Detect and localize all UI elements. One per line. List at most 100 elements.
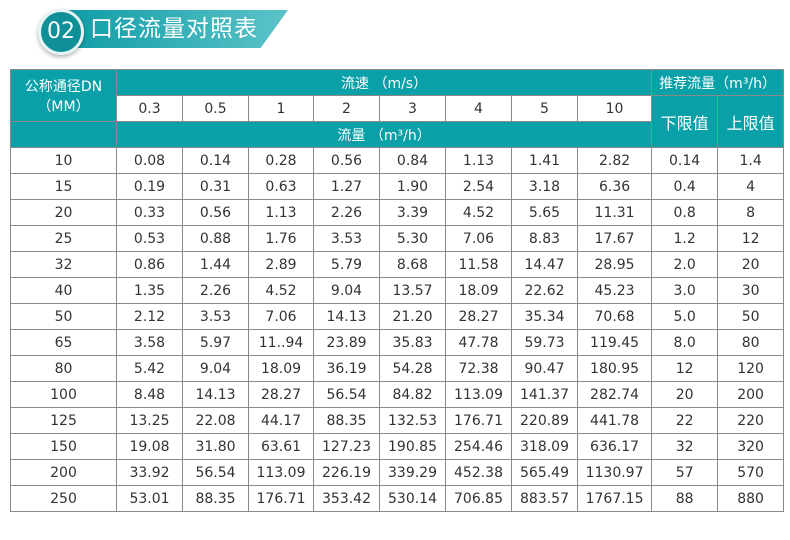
dn-header-line1: 公称通径DN [24,78,103,95]
flow-cell: 1.13 [445,147,512,174]
flow-header: 流量 （m³/h） [115,121,653,148]
flow-cell: 0.14 [182,147,249,174]
flow-cell: 282.74 [576,381,653,408]
flow-cell: 36.19 [313,355,380,382]
lower-limit-cell: 8.0 [651,329,719,356]
flow-cell: 254.46 [445,433,512,460]
upper-limit-cell: 880 [717,485,785,512]
flow-cell: 441.78 [576,407,653,434]
flow-cell: 88.35 [182,485,249,512]
lower-limit-cell: 0.14 [651,147,719,174]
flow-cell: 11..94 [248,329,314,356]
lower-limit-header: 下限值 [651,95,719,148]
flow-cell: 0.19 [116,173,183,200]
table-row: 150 19.08 31.80 63.61 127.23 190.85 254.46 318.… [10,433,785,460]
table-row: 32 0.86 1.44 2.89 5.79 8.68 11.58 14.47 28.95 2.0… [10,251,785,278]
dn-cell: 40 [10,277,117,304]
flow-cell: 339.29 [379,459,446,486]
flow-cell: 28.27 [248,381,314,408]
velocity-header: 流速 （m/s） [115,69,653,96]
lower-limit-cell: 20 [651,381,719,408]
dn-cell: 10 [10,147,117,174]
velocity-cell: 5 [511,95,578,122]
dn-cell: 20 [10,199,117,226]
flow-cell: 9.04 [182,355,249,382]
table-row: 250 53.01 88.35 176.71 353.42 530.14 706.85 883… [10,485,785,512]
flow-cell: 132.53 [379,407,446,434]
upper-limit-cell: 80 [717,329,785,356]
flow-cell: 14.47 [511,251,578,278]
flow-cell: 35.83 [379,329,446,356]
flow-cell: 56.54 [182,459,249,486]
flow-cell: 8.68 [379,251,446,278]
flow-cell: 113.09 [248,459,314,486]
lower-limit-cell: 1.2 [651,225,719,252]
flow-cell: 35.34 [511,303,578,330]
lower-limit-cell: 12 [651,355,719,382]
flow-cell: 18.09 [445,277,512,304]
flow-cell: 17.67 [576,225,653,252]
flow-cell: 176.71 [248,485,314,512]
flow-cell: 0.08 [116,147,183,174]
velocity-cell: 0.5 [182,95,249,122]
flow-cell: 0.63 [248,173,314,200]
flow-cell: 54.28 [379,355,446,382]
upper-limit-cell: 4 [717,173,785,200]
lower-limit-cell: 88 [651,485,719,512]
recommended-flow-header: 推荐流量（m³/h） [651,69,785,96]
table-row: 80 5.42 9.04 18.09 36.19 54.28 72.38 90.47 180.9… [10,355,785,382]
flow-cell: 1.41 [511,147,578,174]
flow-cell: 0.86 [116,251,183,278]
flow-cell: 636.17 [576,433,653,460]
flow-cell: 706.85 [445,485,512,512]
lower-limit-cell: 0.4 [651,173,719,200]
flow-cell: 141.37 [511,381,578,408]
table-row: 200 33.92 56.54 113.09 226.19 339.29 452.38 565… [10,459,785,486]
flow-cell: 353.42 [313,485,380,512]
table-row: 15 0.19 0.31 0.63 1.27 1.90 2.54 3.18 6.36 0.4 4 [10,173,785,200]
flow-cell: 8.48 [116,381,183,408]
velocity-cell: 0.3 [116,95,183,122]
table-row: 40 1.35 2.26 4.52 9.04 13.57 18.09 22.62 45.23 3.… [10,277,785,304]
upper-limit-cell: 50 [717,303,785,330]
table-row: 65 3.58 5.97 11..94 23.89 35.83 47.78 59.73 119.… [10,329,785,356]
flow-cell: 5.79 [313,251,380,278]
flow-cell: 1.35 [116,277,183,304]
flow-cell: 565.49 [511,459,578,486]
flow-cell: 1767.15 [576,485,653,512]
flow-cell: 0.31 [182,173,249,200]
upper-limit-cell: 1.4 [717,147,785,174]
flow-cell: 5.30 [379,225,446,252]
flow-cell: 1.27 [313,173,380,200]
flow-cell: 3.58 [116,329,183,356]
table-row: 100 8.48 14.13 28.27 56.54 84.82 113.09 141.37 2… [10,381,785,408]
flow-cell: 44.17 [248,407,314,434]
flow-cell: 6.36 [576,173,653,200]
table-row: 10 0.08 0.14 0.28 0.56 0.84 1.13 1.41 2.82 0.14 1.… [10,147,785,174]
dn-header: 公称通径DN （MM） [10,69,117,122]
flow-cell: 14.13 [182,381,249,408]
dn-cell: 32 [10,251,117,278]
flow-cell: 0.88 [182,225,249,252]
flow-cell: 2.82 [576,147,653,174]
flow-cell: 7.06 [248,303,314,330]
flow-cell: 11.58 [445,251,512,278]
flow-cell: 0.84 [379,147,446,174]
flow-cell: 190.85 [379,433,446,460]
flow-cell: 220.89 [511,407,578,434]
dn-cell: 250 [10,485,117,512]
upper-limit-cell: 30 [717,277,785,304]
flow-cell: 883.57 [511,485,578,512]
lower-limit-cell: 32 [651,433,719,460]
upper-limit-cell: 20 [717,251,785,278]
upper-limit-header: 上限值 [717,95,785,148]
table-row: 50 2.12 3.53 7.06 14.13 21.20 28.27 35.34 70.68 5… [10,303,785,330]
lower-limit-cell: 22 [651,407,719,434]
flow-cell: 119.45 [576,329,653,356]
velocity-cell: 1 [248,95,314,122]
flow-cell: 23.89 [313,329,380,356]
caliber-flow-table: 公称通径DN （MM） 流速 （m/s） 推荐流量（m³/h） 0.3 0.5 1 2… [10,69,785,512]
flow-cell: 0.56 [313,147,380,174]
dn-cell: 65 [10,329,117,356]
flow-cell: 5.42 [116,355,183,382]
